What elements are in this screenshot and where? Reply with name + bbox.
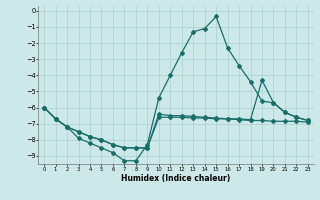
X-axis label: Humidex (Indice chaleur): Humidex (Indice chaleur) [121,174,231,183]
